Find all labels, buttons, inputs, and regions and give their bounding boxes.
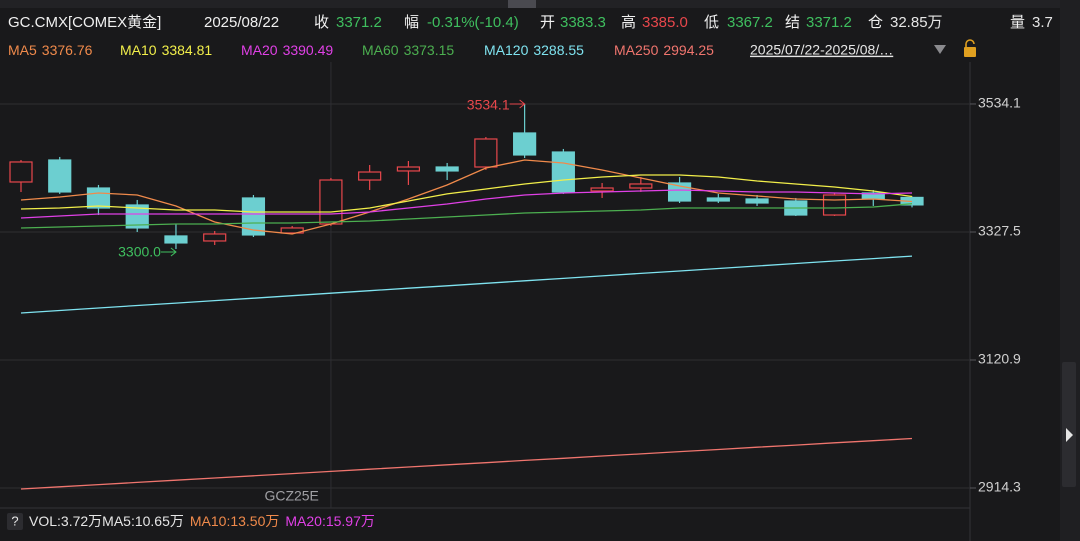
dropdown-arrow[interactable] [934, 45, 946, 54]
quote-label: 幅 [404, 14, 419, 31]
candle-body [745, 198, 769, 204]
quote-label: 高 [621, 14, 636, 31]
volume-legend-item: MA5:10.65万 [102, 513, 184, 529]
candle-body [86, 187, 111, 209]
quote-label: 低 [704, 14, 719, 31]
legend-name: MA120 [484, 42, 529, 58]
candle-body [9, 161, 33, 183]
quote-value: 3.7 [1032, 14, 1053, 31]
legend-name: MA10 [120, 42, 157, 58]
quote-label: 开 [540, 14, 555, 31]
help-icon: ? [11, 513, 18, 528]
candle-body [435, 166, 459, 172]
max-label: 3534.1 [467, 97, 510, 113]
x-tick-label: GCZ25E [264, 488, 318, 504]
candle-body [358, 171, 382, 181]
y-tick-label: 3327.5 [978, 223, 1021, 239]
legend-value: 3373.15 [404, 42, 455, 58]
quote-value: 3371.2 [336, 14, 382, 31]
date-range[interactable]: 2025/07/22-2025/08/… [750, 42, 893, 58]
candle-body [125, 204, 149, 229]
legend-name: MA250 [614, 42, 659, 58]
candle-body [319, 179, 343, 225]
quote-value: 3371.2 [806, 14, 852, 31]
ma-line [20, 189, 913, 219]
quote-value: 3367.2 [727, 14, 773, 31]
candle-body [280, 227, 304, 234]
chart-title: GC.CMX[COMEX黄金] [8, 14, 161, 31]
ma-line [20, 255, 913, 314]
candle-body [706, 197, 730, 202]
legend-value: 3288.55 [533, 42, 584, 58]
ma-line [20, 174, 913, 213]
legend-name: MA5 [8, 42, 37, 58]
period-tabs [0, 0, 1060, 8]
legend-name: MA60 [362, 42, 399, 58]
quote-value: -0.31%(-10.4) [427, 14, 519, 31]
lock-icon[interactable] [964, 39, 976, 57]
expand-arrow[interactable] [1066, 428, 1073, 442]
candle-body [629, 183, 653, 189]
ma-line [20, 203, 913, 229]
legend-name: MA20 [241, 42, 278, 58]
ma-line [20, 159, 913, 235]
ma-line [20, 437, 913, 490]
legend-value: 3384.81 [162, 42, 213, 58]
candle-body [822, 194, 847, 216]
legend-entry: MA10 3384.81 [120, 42, 212, 58]
volume-legend-item: MA10:13.50万 [190, 513, 280, 529]
quote-label: 结 [785, 14, 800, 31]
candle-body [203, 233, 227, 242]
min-label: 3300.0 [118, 244, 161, 260]
legend-entry: MA250 2994.25 [614, 42, 714, 58]
legend-entry: MA120 3288.55 [484, 42, 584, 58]
y-tick-label: 3534.1 [978, 95, 1021, 111]
legend-value: 3390.49 [283, 42, 334, 58]
volume-legend: VOL:3.72万MA5:10.65万 MA10:13.50万 MA20:15.97… [29, 513, 375, 529]
candle-body [48, 159, 72, 193]
candle-body [396, 166, 420, 172]
quote-label: 量 [1010, 14, 1025, 31]
quote-label: 仓 [868, 14, 883, 31]
candle-body [590, 187, 614, 192]
candle-body [551, 151, 575, 193]
y-tick-label: 3120.9 [978, 351, 1021, 367]
legend-entry: MA60 3373.15 [362, 42, 454, 58]
candle-body [241, 197, 266, 236]
volume-legend-item: VOL:3.72万 [29, 513, 102, 529]
max-arrow [509, 99, 526, 109]
legend-value: 2994.25 [663, 42, 714, 58]
quote-value: 3383.3 [560, 14, 606, 31]
y-tick-label: 2914.3 [978, 479, 1021, 495]
quote-value: 32.85万 [890, 14, 943, 31]
side-toggle[interactable] [1062, 362, 1076, 487]
candle-body [164, 235, 188, 244]
volume-legend-item: MA20:15.97万 [285, 513, 375, 529]
help-box[interactable] [7, 513, 23, 530]
candle-body [474, 138, 498, 168]
candle-body [513, 132, 537, 156]
quote-label: 收 [314, 14, 329, 31]
legend-entry: MA20 3390.49 [241, 42, 333, 58]
date: 2025/08/22 [204, 14, 279, 31]
legend-entry: MA5 3376.76 [8, 42, 93, 58]
quote-value: 3385.0 [642, 14, 688, 31]
min-arrow [160, 247, 177, 257]
plot-area [9, 103, 924, 490]
legend-value: 3376.76 [42, 42, 93, 58]
